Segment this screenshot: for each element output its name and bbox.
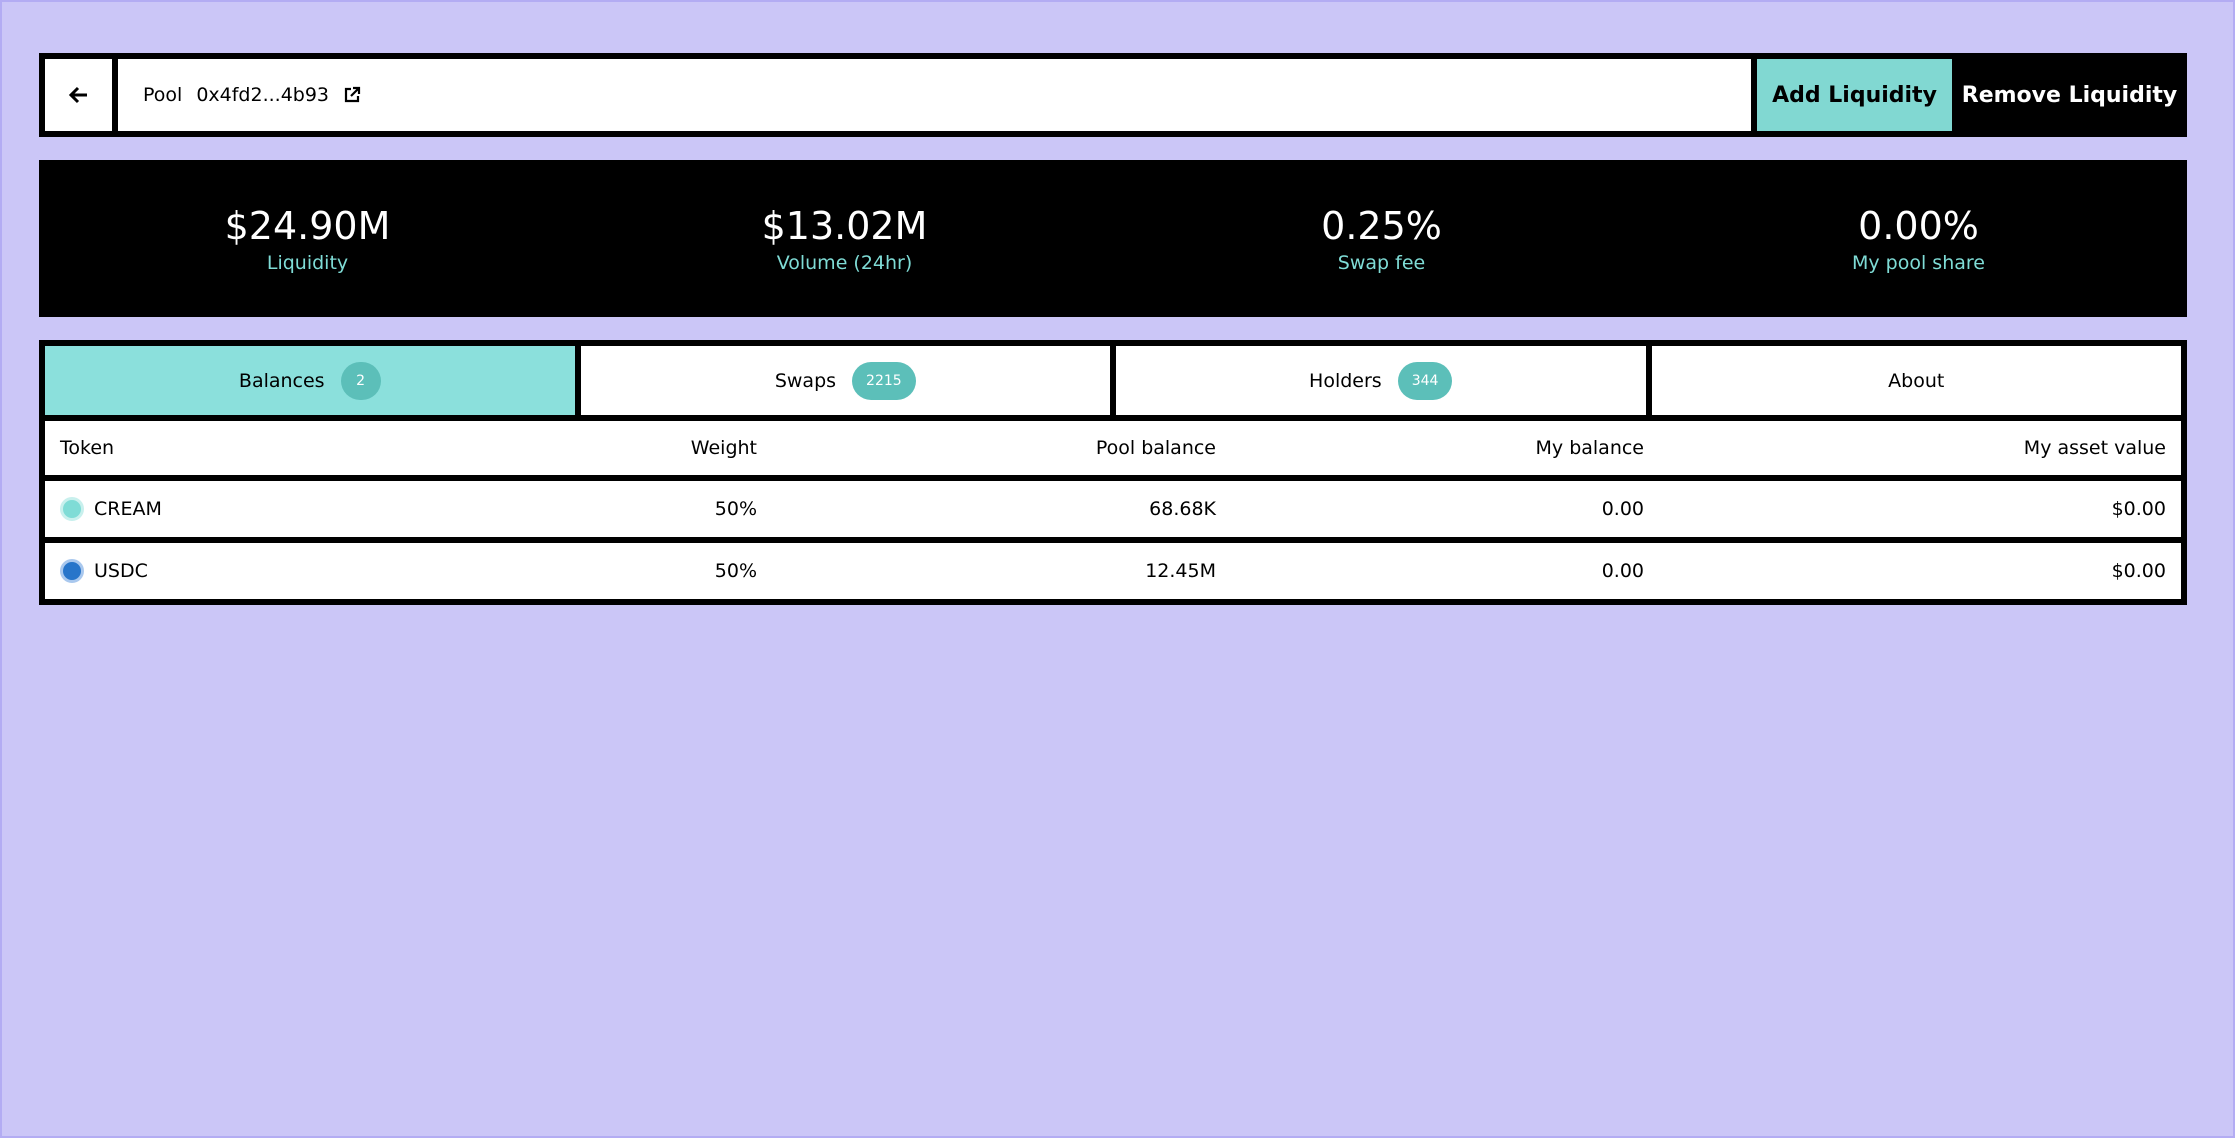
tab[interactable]: Swaps 2215 bbox=[580, 346, 1110, 415]
token-cell: USDC bbox=[60, 559, 445, 583]
table-row: CREAM 50% 68.68K 0.00 $0.00 bbox=[45, 481, 2181, 537]
tab[interactable]: About bbox=[1651, 346, 2181, 415]
back-icon bbox=[68, 86, 87, 104]
column-header: Pool balance bbox=[1095, 437, 1216, 459]
table-cell: 0.00 bbox=[1601, 560, 1644, 582]
stat-value: $13.02M bbox=[761, 203, 928, 248]
tab-count: 2215 bbox=[852, 361, 916, 400]
token-name: CREAM bbox=[94, 498, 162, 520]
tab-label: Balances bbox=[238, 369, 325, 392]
stat-value: $24.90M bbox=[224, 203, 391, 248]
pool-address[interactable]: 0x4fd2...4b93 bbox=[196, 84, 330, 106]
stats-panel: $24.90M Liquidity $13.02M Volume (24hr) 0.25… bbox=[39, 160, 2187, 317]
external-link-icon[interactable] bbox=[343, 86, 361, 104]
token-name: USDC bbox=[94, 560, 148, 582]
stat-value: 0.00% bbox=[1858, 203, 1979, 248]
tab-count: 344 bbox=[1397, 361, 1453, 400]
table-cell: $0.00 bbox=[2111, 560, 2166, 582]
back-button[interactable] bbox=[45, 59, 112, 131]
table-cell: 68.68K bbox=[1149, 498, 1216, 520]
pool-label: Pool bbox=[143, 84, 183, 106]
table-cell: 12.45M bbox=[1145, 560, 1216, 582]
tab-label: Swaps bbox=[774, 369, 837, 392]
stat: $13.02M Volume (24hr) bbox=[576, 160, 1113, 317]
column-header: My asset value bbox=[2023, 437, 2166, 459]
token-icon bbox=[60, 559, 84, 583]
remove-liquidity-button[interactable]: Remove Liquidity bbox=[1952, 59, 2187, 131]
column-header: Weight bbox=[690, 437, 757, 459]
stat: 0.00% My pool share bbox=[1650, 160, 2187, 317]
table-cell: 0.00 bbox=[1601, 498, 1644, 520]
table-cell: 50% bbox=[714, 498, 757, 520]
tabs: Balances 2 Swaps 2215 Holders 344 About bbox=[45, 346, 2181, 415]
top-bar: Pool 0x4fd2...4b93 Add Liquidity Remove … bbox=[39, 53, 2187, 137]
stat-label: Liquidity bbox=[266, 251, 349, 274]
table-header: Token Weight Pool balance My balance My asse… bbox=[45, 421, 2181, 475]
table-cell: $0.00 bbox=[2111, 498, 2166, 520]
add-liquidity-button[interactable]: Add Liquidity bbox=[1757, 59, 1952, 131]
pool-details: Balances 2 Swaps 2215 Holders 344 About Token W… bbox=[39, 340, 2187, 605]
tab[interactable]: Holders 344 bbox=[1116, 346, 1646, 415]
stat-label: Swap fee bbox=[1337, 251, 1426, 274]
tab-label: Holders bbox=[1309, 369, 1382, 392]
table-cell: 50% bbox=[714, 560, 757, 582]
column-header: My balance bbox=[1535, 437, 1644, 459]
tab-count: 2 bbox=[340, 361, 381, 400]
stat-label: My pool share bbox=[1852, 251, 1985, 274]
stat-label: Volume (24hr) bbox=[776, 251, 913, 274]
pool-field: Pool 0x4fd2...4b93 bbox=[118, 59, 1751, 131]
tab[interactable]: Balances 2 bbox=[45, 346, 575, 415]
token-cell: CREAM bbox=[60, 497, 445, 521]
tab-label: About bbox=[1888, 369, 1945, 392]
token-icon bbox=[60, 497, 84, 521]
stat: 0.25% Swap fee bbox=[1113, 160, 1650, 317]
stat: $24.90M Liquidity bbox=[39, 160, 576, 317]
column-header: Token bbox=[60, 437, 115, 459]
table-row: USDC 50% 12.45M 0.00 $0.00 bbox=[45, 543, 2181, 599]
stat-value: 0.25% bbox=[1321, 203, 1442, 248]
